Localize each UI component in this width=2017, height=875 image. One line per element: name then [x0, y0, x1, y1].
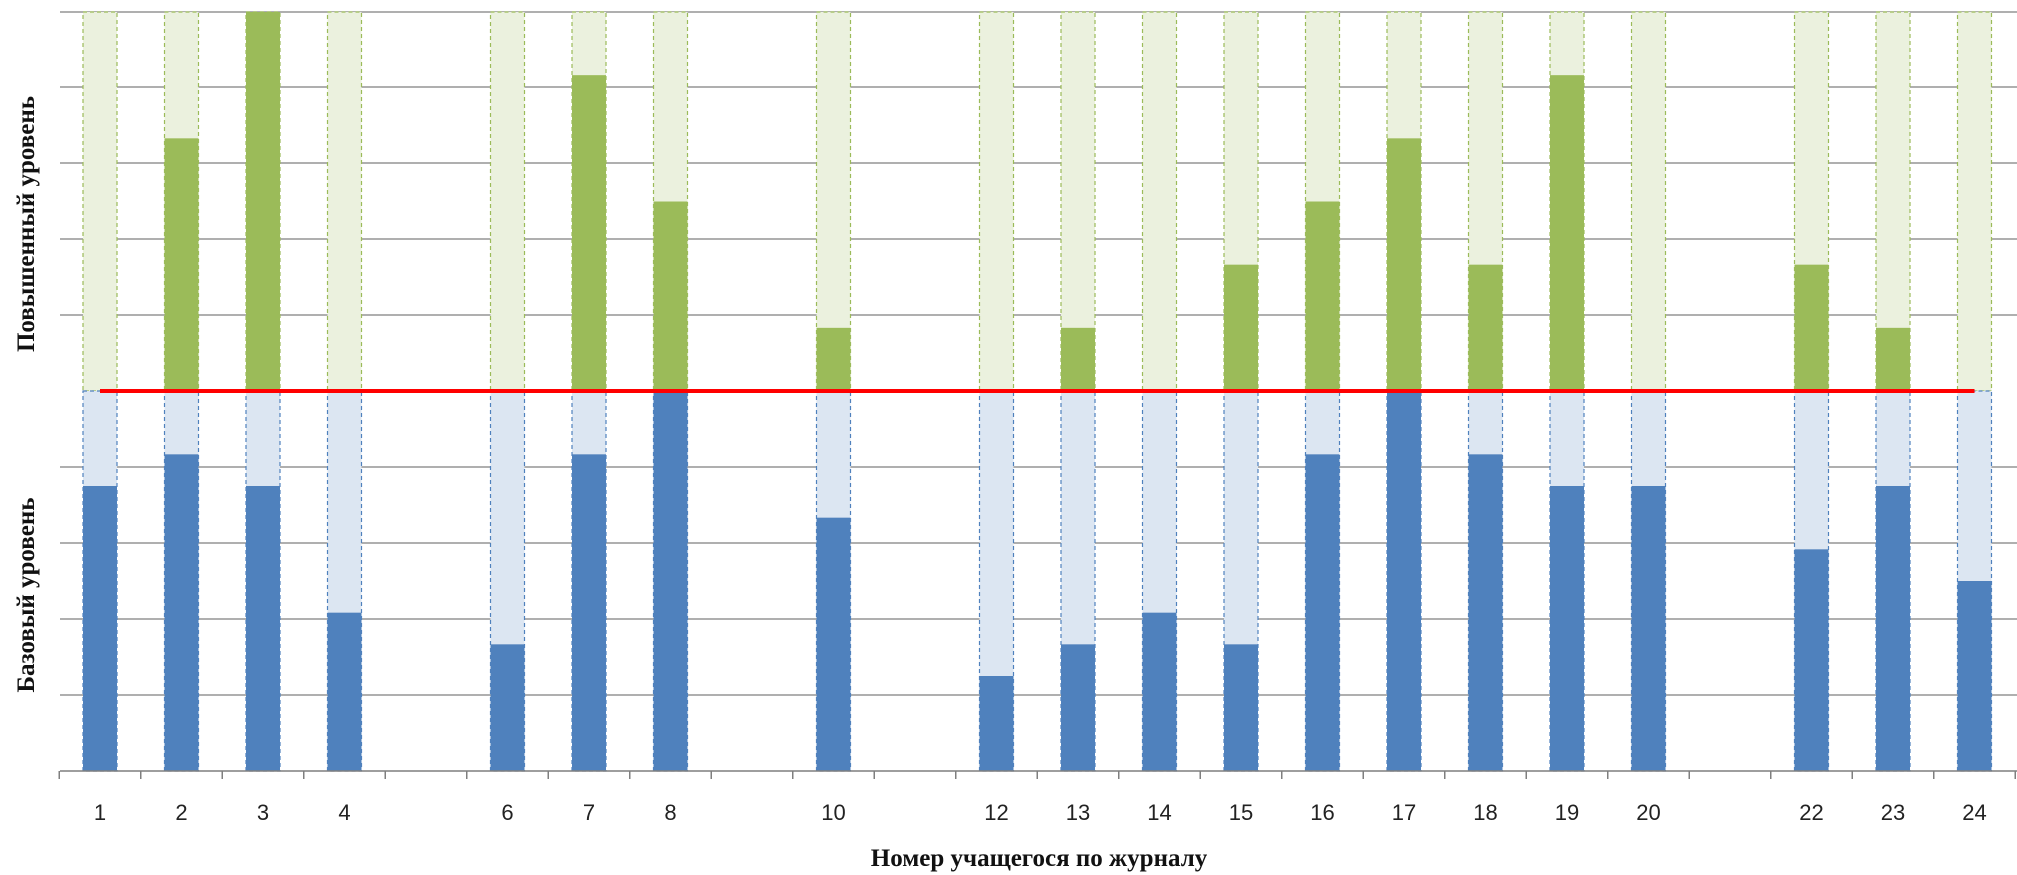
bar-upper-possible — [1956, 11, 1993, 392]
bar-base-achieved — [327, 612, 362, 771]
bar-base-achieved — [164, 454, 199, 771]
x-tick-label: 17 — [1392, 800, 1416, 825]
bars — [82, 11, 1993, 772]
bar-upper-achieved — [164, 138, 199, 391]
bar-upper-achieved — [1876, 327, 1910, 391]
bar-upper-achieved — [1305, 201, 1340, 391]
bar-base-achieved — [1142, 612, 1177, 771]
bar-upper-achieved — [653, 201, 688, 391]
x-tick-label: 1 — [94, 800, 106, 825]
bar-upper-possible — [1141, 11, 1178, 392]
bar-base-achieved — [1876, 486, 1910, 771]
x-axis — [58, 770, 2017, 779]
bar-base-achieved — [83, 486, 117, 771]
bar-upper-possible — [978, 11, 1015, 392]
bar-base-achieved — [1468, 454, 1503, 771]
gridlines — [60, 11, 2017, 696]
x-tick-label: 22 — [1799, 800, 1823, 825]
bar-base-achieved — [979, 676, 1014, 771]
bar-base-achieved — [246, 486, 280, 771]
x-tick-label: 18 — [1473, 800, 1497, 825]
bar-base-achieved — [1061, 644, 1095, 771]
x-tick-label: 14 — [1147, 800, 1171, 825]
bar-base-achieved — [1550, 486, 1584, 771]
x-tick-labels: 1 2 3 4 6 7 8 10 12 13 14 15 16 17 18 19 20 22 23 24 — [94, 800, 1987, 825]
bar-base-achieved — [653, 391, 688, 771]
bar-base-achieved — [1387, 391, 1421, 771]
x-axis-title: Номер учащегося по журналу — [871, 845, 1208, 872]
bar-base-achieved — [816, 517, 851, 771]
bar-upper-achieved — [1387, 138, 1421, 391]
bar-upper-achieved — [1550, 75, 1584, 392]
x-tick-label: 23 — [1881, 800, 1905, 825]
bar-upper-possible — [326, 11, 363, 392]
x-tick-label: 15 — [1229, 800, 1253, 825]
x-tick-label: 2 — [175, 800, 187, 825]
bar-upper-possible — [489, 11, 526, 392]
x-tick-label: 24 — [1962, 800, 1986, 825]
x-tick-label: 16 — [1310, 800, 1334, 825]
bar-upper-achieved — [1061, 327, 1095, 391]
x-tick-label: 20 — [1636, 800, 1660, 825]
bar-base-achieved — [1794, 549, 1829, 771]
y-axis-title-lower: Базовый уровень — [13, 498, 40, 693]
bar-upper-achieved — [572, 75, 606, 392]
bar-upper-achieved — [1468, 264, 1503, 391]
bar-upper-achieved — [816, 327, 851, 391]
bar-base-achieved — [1224, 644, 1258, 771]
x-tick-label: 10 — [821, 800, 845, 825]
x-tick-label: 4 — [338, 800, 350, 825]
x-tick-label: 8 — [664, 800, 676, 825]
bar-base-achieved — [490, 644, 525, 771]
x-tick-label: 19 — [1555, 800, 1579, 825]
bar-base-achieved — [1305, 454, 1340, 771]
x-tick-label: 12 — [984, 800, 1008, 825]
bar-upper-achieved — [1794, 264, 1829, 391]
bar-upper-achieved — [246, 12, 280, 391]
bar-base-achieved — [1631, 486, 1666, 771]
x-tick-label: 13 — [1066, 800, 1090, 825]
x-tick-label: 3 — [257, 800, 269, 825]
x-tick-label: 6 — [501, 800, 513, 825]
bar-upper-possible — [1630, 11, 1667, 392]
x-tick-label: 7 — [583, 800, 595, 825]
bar-upper-achieved — [1224, 264, 1258, 391]
bar-base-achieved — [1957, 581, 1992, 771]
bar-base-achieved — [572, 454, 606, 771]
y-axis-title-upper: Повышенный уровень — [13, 96, 40, 352]
bar-upper-possible — [82, 11, 118, 392]
